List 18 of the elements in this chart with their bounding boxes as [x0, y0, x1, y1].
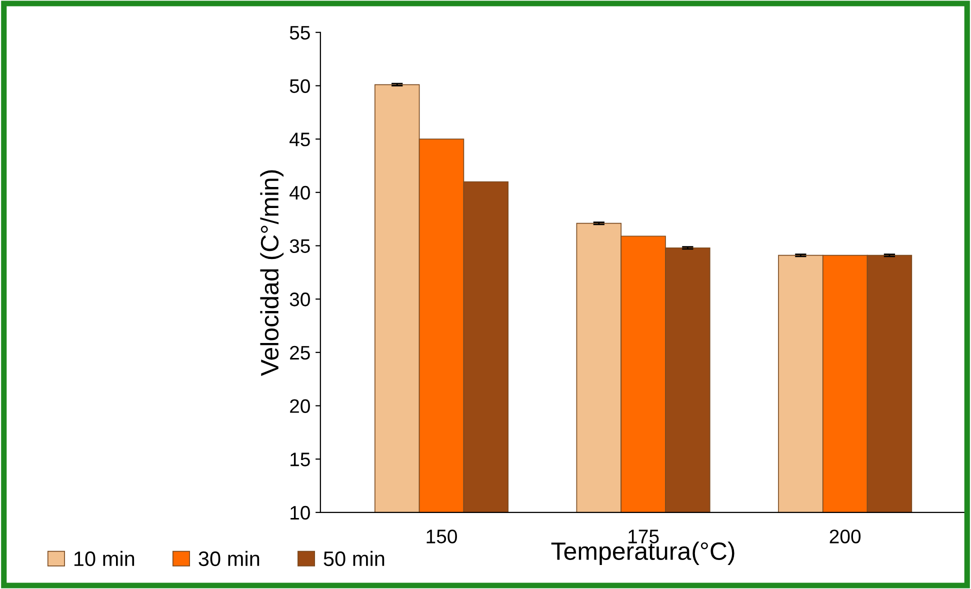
x-tick-label: 200	[830, 530, 861, 544]
y-tick-label: 30	[290, 292, 310, 306]
x-tick-label: 175	[628, 530, 659, 544]
y-tick-label: 50	[290, 79, 310, 93]
y-axis-title: Velocidad (C°/min)	[260, 170, 284, 376]
legend-label: 30 min	[198, 550, 260, 566]
x-axis-title: Temperatura(°C)	[551, 542, 734, 565]
y-tick-label: 55	[290, 26, 310, 40]
y-tick-label: 25	[290, 346, 310, 360]
y-tick-label: 40	[290, 186, 310, 200]
y-tick-label: 10	[290, 506, 310, 520]
y-tick-label: 15	[290, 452, 310, 466]
legend-label: 50 min	[324, 550, 384, 566]
y-tick-label: 20	[290, 399, 310, 413]
x-tick-label: 150	[426, 530, 457, 544]
y-tick-label: 35	[290, 239, 310, 253]
legend-label: 10 min	[74, 550, 134, 566]
y-tick-label: 45	[290, 132, 310, 146]
